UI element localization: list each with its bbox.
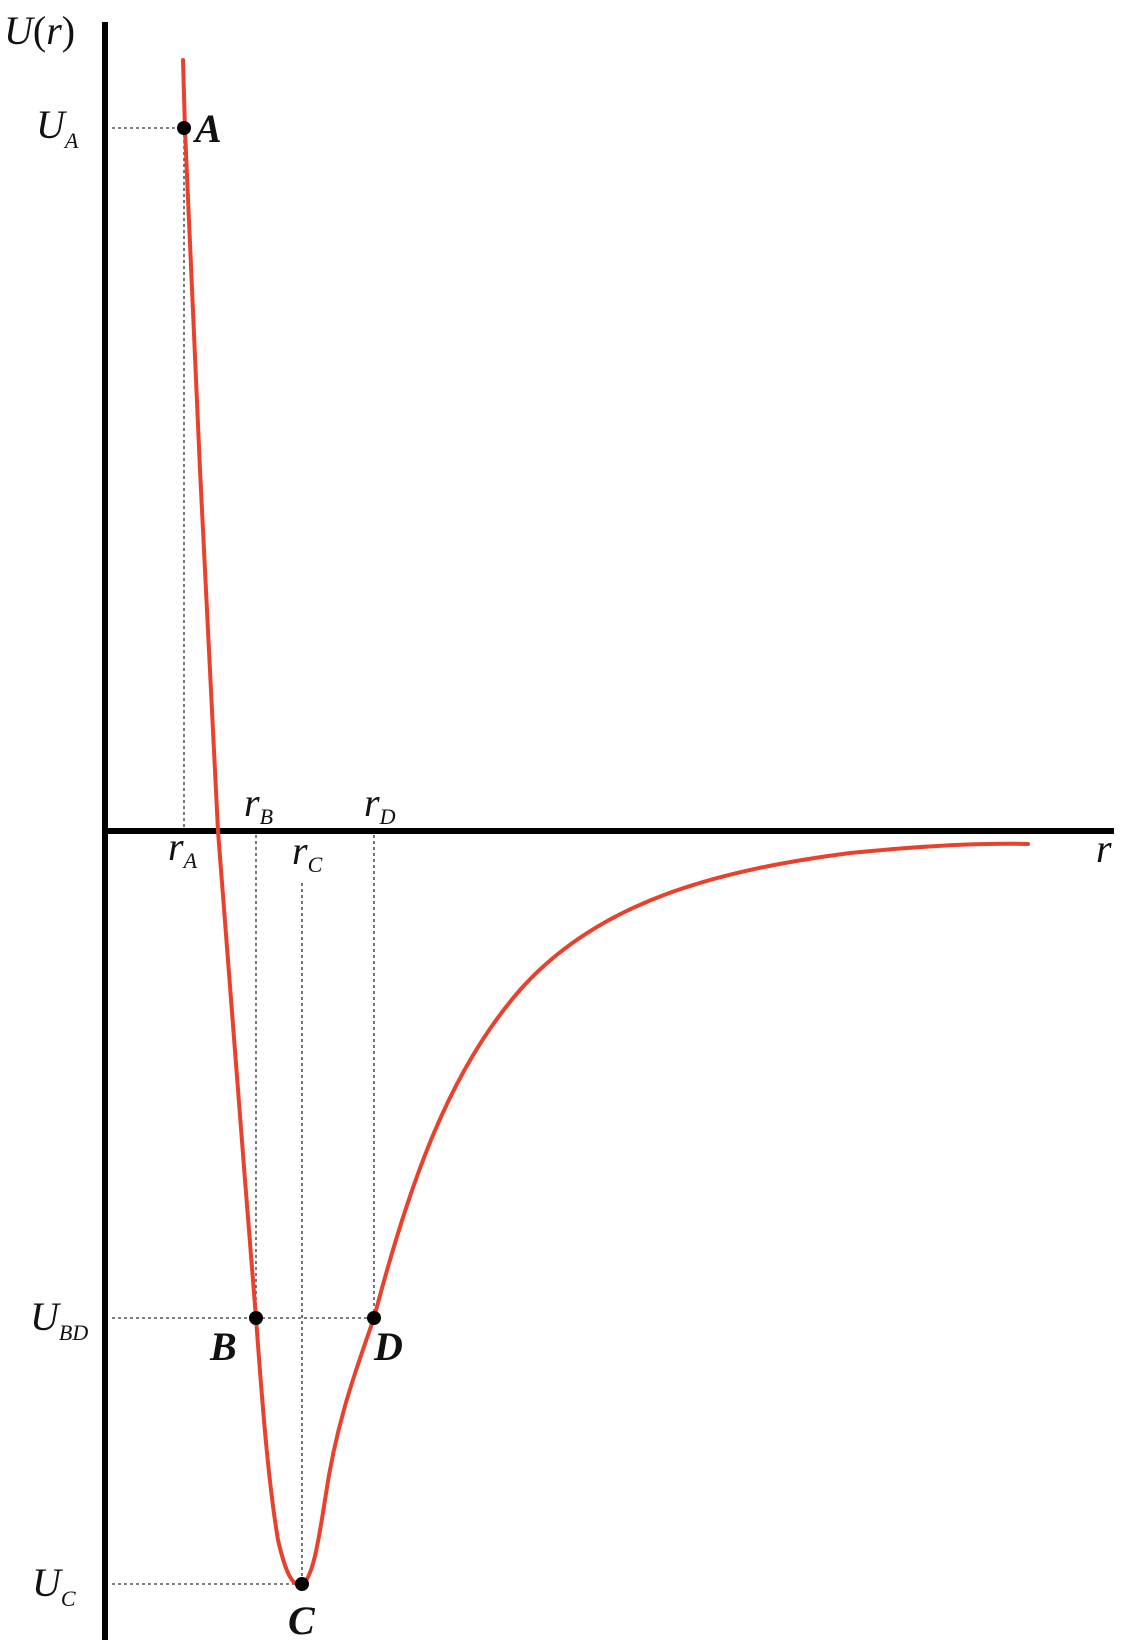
- label-rc: rC: [292, 828, 323, 877]
- y-axis-label: U(r): [4, 8, 75, 53]
- point-a: [177, 121, 191, 135]
- label-ra: rA: [168, 824, 198, 873]
- point-b: [249, 1311, 263, 1325]
- point-c: [295, 1577, 309, 1591]
- label-ubd: UBD: [30, 1294, 88, 1345]
- label-rd: rD: [364, 780, 396, 829]
- label-uc: UC: [32, 1560, 76, 1611]
- guide-lines: [112, 127, 375, 1585]
- label-point-a: A: [192, 106, 222, 151]
- point-d: [367, 1311, 381, 1325]
- label-point-b: B: [209, 1324, 237, 1369]
- label-point-d: D: [373, 1324, 403, 1369]
- label-ua: UA: [36, 102, 79, 153]
- potential-curve: [181, 58, 1030, 1587]
- label-point-c: C: [288, 1598, 316, 1643]
- x-axis-label: r: [1096, 826, 1112, 871]
- label-rb: rB: [244, 780, 273, 829]
